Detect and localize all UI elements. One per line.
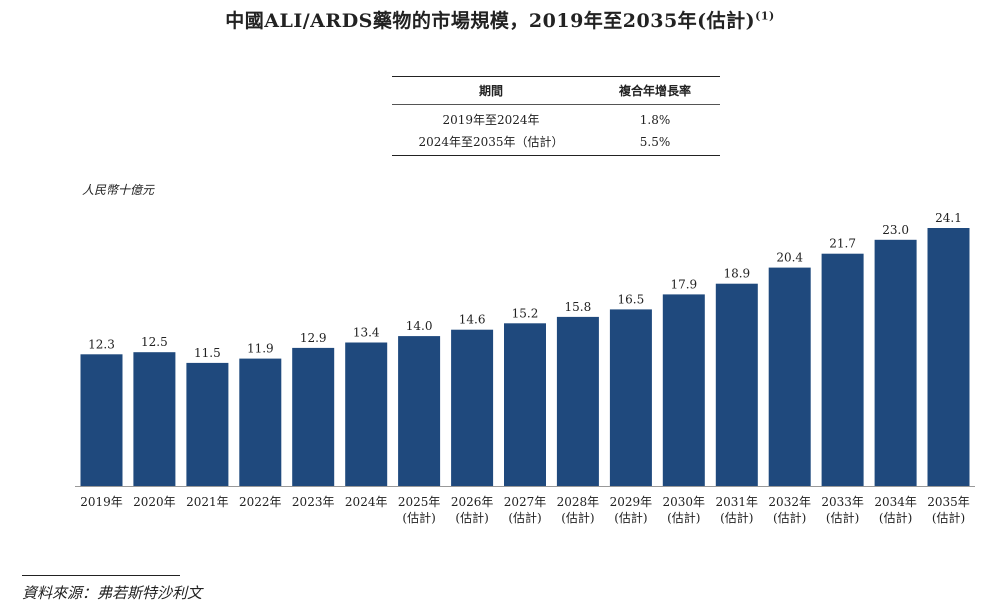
chart-title: 中國ALI/ARDS藥物的市場規模，2019年至2035年(估計)(1) [0, 6, 1000, 33]
x-tick-label: 2027年 [504, 495, 547, 509]
cagr-table: 期間 複合年增長率 2019年至2024年 1.8% 2024年至2035年（估… [392, 76, 720, 156]
x-tick-label: (估計) [932, 510, 965, 525]
cagr-row: 2024年至2035年（估計） 5.5% [392, 130, 720, 156]
x-tick-label: (估計) [402, 510, 435, 525]
x-tick-label: (估計) [455, 510, 488, 525]
bar [292, 347, 335, 486]
bar [662, 294, 705, 486]
bar-value-label: 12.9 [300, 331, 327, 345]
bar [556, 316, 599, 486]
bar-value-label: 12.5 [141, 335, 168, 349]
cagr-rate: 1.8% [639, 112, 671, 127]
x-tick-label: 2035年 [927, 495, 970, 509]
bar-value-label: 23.0 [882, 223, 909, 237]
x-tick-label: 2024年 [345, 495, 388, 509]
cagr-period: 2019年至2024年 [442, 113, 540, 127]
x-tick-label: 2019年 [80, 495, 123, 509]
x-tick-label: 2031年 [716, 495, 759, 509]
bar [927, 228, 970, 486]
bar-value-label: 18.9 [723, 267, 750, 281]
title-text: 中國ALI/ARDS藥物的市場規模，2019年至2035年(估計) [225, 10, 756, 32]
bar [80, 354, 123, 486]
x-tick-label: 2023年 [292, 495, 335, 509]
bar [239, 358, 282, 486]
bar-value-label: 14.0 [406, 319, 433, 333]
bar-value-label: 17.9 [670, 277, 697, 291]
x-tick-label: (估計) [773, 510, 806, 525]
x-tick-label: 2034年 [874, 495, 917, 509]
bar-value-label: 16.5 [618, 292, 645, 306]
x-tick-label: 2030年 [663, 495, 706, 509]
bar-value-label: 14.6 [459, 313, 486, 327]
x-tick-label: 2025年 [398, 495, 441, 509]
x-tick-label: (估計) [561, 510, 594, 525]
x-tick-label: (估計) [508, 510, 541, 525]
cagr-row: 2019年至2024年 1.8% [392, 105, 720, 131]
x-tick-label: 2020年 [133, 495, 176, 509]
x-tick-label: (估計) [826, 510, 859, 525]
bar [821, 253, 864, 486]
title-footnote-marker: (1) [755, 9, 775, 23]
y-axis-unit-label: 人民幣十億元 [82, 183, 155, 197]
bar [504, 323, 546, 486]
bar [768, 267, 811, 486]
x-tick-label: (估計) [667, 510, 700, 525]
bar-value-label: 20.4 [776, 251, 803, 265]
bar [874, 239, 917, 486]
bar [715, 283, 758, 486]
cagr-rate: 5.5% [590, 130, 720, 156]
x-tick-label: 2028年 [557, 495, 600, 509]
x-tick-label: 2022年 [239, 495, 282, 509]
x-tick-label: 2029年 [610, 495, 653, 509]
x-tick-label: 2033年 [821, 495, 864, 509]
bar-value-label: 12.3 [88, 337, 115, 351]
x-tick-label: (估計) [720, 510, 753, 525]
bar-value-label: 11.5 [194, 346, 221, 360]
bar [398, 336, 441, 486]
x-tick-label: (估計) [879, 510, 912, 525]
x-tick-label: 2021年 [186, 495, 229, 509]
x-tick-label: 2026年 [451, 495, 494, 509]
bar [345, 342, 388, 486]
cagr-table-header: 期間 複合年增長率 [392, 76, 720, 105]
bar [609, 309, 652, 486]
bar [451, 329, 494, 486]
source-note: 資料來源：弗若斯特沙利文 [22, 584, 203, 602]
bar [186, 362, 229, 486]
bar-value-label: 15.8 [565, 300, 592, 314]
x-tick-label: (估計) [614, 510, 647, 525]
period-header: 期間 [392, 76, 590, 105]
bar-value-label: 21.7 [829, 237, 856, 251]
cagr-header: 複合年增長率 [590, 76, 720, 105]
bar-value-label: 24.1 [935, 211, 962, 225]
cagr-period: 2024年至2035年（估計） [392, 130, 590, 156]
bar-chart: 12.3 2019年 12.5 2020年 11.5 2021年 11.9 2022年 12.9… [75, 211, 975, 525]
bar-value-label: 11.9 [247, 342, 274, 356]
bar-value-label: 15.2 [512, 306, 539, 320]
bar-value-label: 13.4 [353, 326, 380, 340]
source-divider [22, 575, 180, 576]
x-tick-label: 2032年 [768, 495, 811, 509]
bar [133, 352, 176, 486]
